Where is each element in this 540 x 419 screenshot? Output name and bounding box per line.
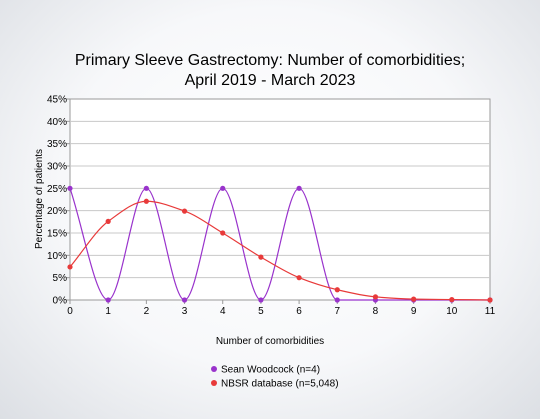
gridlines xyxy=(70,120,490,279)
chart-title-line-2: April 2019 - March 2023 xyxy=(185,72,356,89)
legend-label-series-2: NBSR database (n=5,048) xyxy=(221,379,339,390)
data-point-series-2 xyxy=(411,296,417,302)
plot-area: 0% 5% 10% 15% 20% 25% 30% 35% 40% 45% 0 1 2 3 4 5 6 7 8 9 1… xyxy=(47,95,496,318)
legend-label-series-1: Sean Woodcock (n=4) xyxy=(221,365,320,376)
x-axis-title: Number of comorbidities xyxy=(216,336,324,347)
y-axis-title: Percentage of patients xyxy=(34,149,45,249)
data-point-series-2 xyxy=(181,208,188,214)
x-tick-label: 7 xyxy=(334,306,340,317)
y-tick-label: 0% xyxy=(53,296,68,307)
data-point-series-1 xyxy=(258,297,264,303)
data-point-series-1 xyxy=(334,297,340,303)
x-tick-label: 6 xyxy=(296,306,302,317)
y-tick-label: 30% xyxy=(47,162,67,173)
x-tick-label: 4 xyxy=(220,306,226,317)
x-tick-label: 2 xyxy=(144,306,150,317)
x-tick-label: 10 xyxy=(446,306,458,317)
legend-item-series-1: Sean Woodcock (n=4) xyxy=(211,365,320,376)
series-line-2 xyxy=(69,200,491,301)
data-point-series-2 xyxy=(372,294,379,300)
legend: Sean Woodcock (n=4) NBSR database (n=5,0… xyxy=(211,365,339,390)
data-point-series-2 xyxy=(105,218,111,224)
x-tick-label: 0 xyxy=(67,306,73,317)
x-tick-label: 3 xyxy=(182,306,188,317)
series-layer xyxy=(67,185,493,303)
series-2 xyxy=(67,198,493,303)
y-tick-label: 10% xyxy=(47,251,67,262)
x-tick-label: 9 xyxy=(411,306,417,317)
plot-background xyxy=(69,98,491,301)
y-axis-ticks: 0% 5% 10% 15% 20% 25% 30% 35% 40% 45% xyxy=(47,95,70,307)
y-tick-label: 45% xyxy=(47,95,67,106)
y-tick-label: 20% xyxy=(47,206,67,217)
x-tick-label: 5 xyxy=(258,306,264,317)
y-tick-label: 40% xyxy=(47,117,67,128)
y-tick-label: 25% xyxy=(47,184,67,195)
legend-item-series-2: NBSR database (n=5,048) xyxy=(211,379,339,390)
x-tick-label: 11 xyxy=(485,306,496,317)
x-tick-label: 8 xyxy=(373,306,379,317)
data-point-series-1 xyxy=(143,185,149,191)
y-tick-label: 35% xyxy=(47,139,67,150)
data-point-series-2 xyxy=(449,296,455,303)
data-point-series-2 xyxy=(258,254,264,260)
x-axis-ticks: 0 1 2 3 4 5 6 7 8 9 10 11 xyxy=(67,300,496,317)
data-point-series-2 xyxy=(220,230,226,236)
data-point-series-1 xyxy=(220,185,226,191)
data-point-series-2 xyxy=(67,264,73,270)
data-point-series-2 xyxy=(487,297,493,303)
data-point-series-2 xyxy=(143,198,149,204)
chart-title-line-1: Primary Sleeve Gastrectomy: Number of co… xyxy=(75,52,465,69)
data-point-series-1 xyxy=(105,297,111,303)
legend-marker-series-1 xyxy=(211,366,217,372)
data-point-series-1 xyxy=(296,185,302,191)
y-tick-label: 5% xyxy=(53,273,68,284)
legend-marker-series-2 xyxy=(211,380,217,386)
data-point-series-1 xyxy=(67,185,73,191)
x-tick-label: 1 xyxy=(105,306,111,317)
data-point-series-1 xyxy=(181,297,188,303)
data-point-series-2 xyxy=(296,275,302,281)
y-tick-label: 15% xyxy=(47,229,67,240)
data-point-series-2 xyxy=(334,287,340,293)
